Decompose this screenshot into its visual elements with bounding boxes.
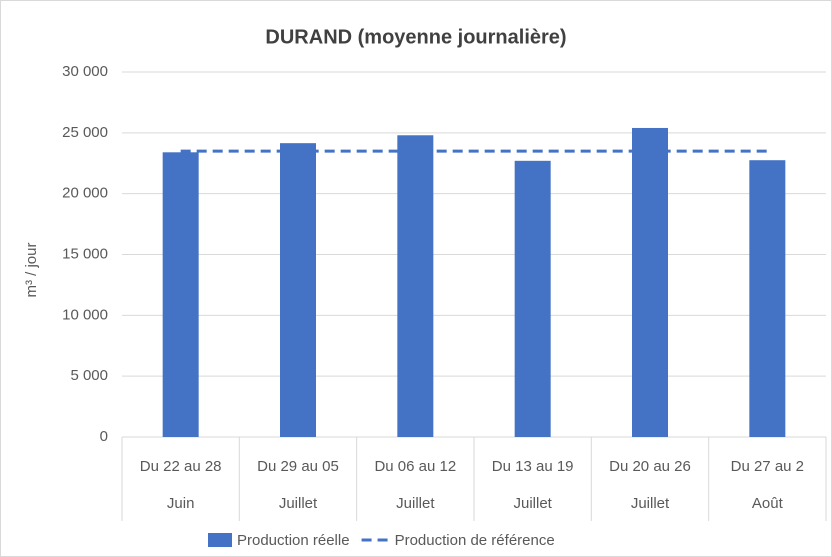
- bar: [162, 152, 199, 438]
- y-tick-label: 0: [100, 428, 108, 445]
- y-tick-label: 15 000: [62, 245, 108, 262]
- x-group-label: Juin: [167, 495, 195, 512]
- y-tick-label: 20 000: [62, 185, 108, 202]
- y-tick-label: 25 000: [62, 124, 108, 141]
- bar: [280, 143, 316, 438]
- x-tick-label: Du 27 au 2: [731, 458, 804, 475]
- bar: [632, 127, 668, 437]
- x-tick-label: Du 06 au 12: [374, 458, 456, 475]
- x-tick-label: Du 22 au 28: [140, 458, 222, 475]
- y-tick-label: 10 000: [62, 306, 108, 323]
- y-tick-label: 30 000: [62, 63, 108, 80]
- y-tick-label: 5 000: [70, 367, 108, 384]
- x-tick-label: Du 13 au 19: [492, 458, 574, 475]
- chart-title: DURAND (moyenne journalière): [265, 26, 566, 48]
- y-axis-label: m³ / jour: [23, 242, 40, 297]
- legend-label: Production de référence: [395, 532, 555, 549]
- x-tick-label: Du 20 au 26: [609, 458, 691, 475]
- x-group-label: Juillet: [396, 495, 435, 512]
- bar: [514, 160, 551, 438]
- legend-swatch: [208, 533, 232, 547]
- x-tick-label: Du 29 au 05: [257, 458, 339, 475]
- legend-label: Production réelle: [237, 532, 350, 549]
- bar: [397, 135, 434, 437]
- bar: [749, 160, 786, 438]
- x-group-label: Juillet: [631, 495, 670, 512]
- x-group-label: Juillet: [279, 495, 318, 512]
- x-group-label: Juillet: [513, 495, 552, 512]
- x-group-label: Août: [752, 495, 784, 512]
